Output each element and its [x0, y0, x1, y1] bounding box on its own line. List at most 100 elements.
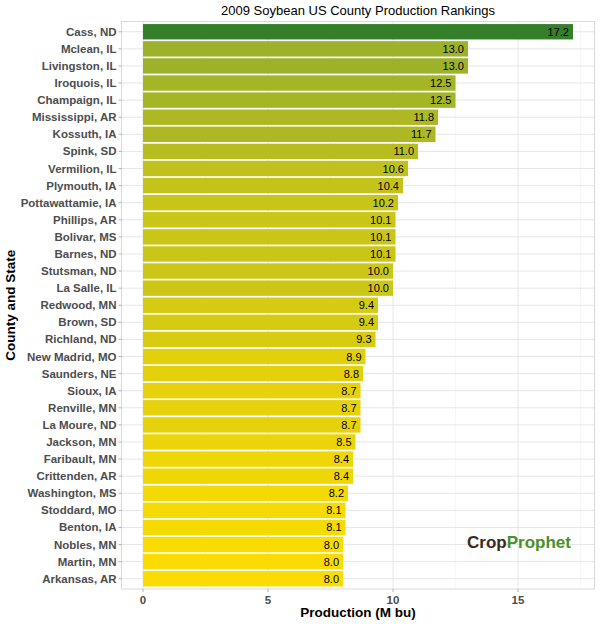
tick — [119, 322, 122, 323]
bar — [143, 58, 468, 73]
bar — [143, 571, 343, 586]
bar — [143, 24, 573, 39]
tick — [119, 305, 122, 306]
tick — [119, 339, 122, 340]
bar — [143, 503, 346, 518]
category-label: Pottawattamie, IA — [21, 197, 117, 209]
bar — [143, 315, 378, 330]
title: 2009 Soybean US County Production Rankin… — [221, 3, 495, 18]
data-label: 8.1 — [326, 504, 341, 516]
logo: CropProphet — [467, 533, 571, 552]
category-label: Vermilion, IL — [48, 163, 116, 175]
background — [0, 0, 600, 624]
data-label: 8.7 — [341, 385, 356, 397]
data-label: 12.5 — [430, 77, 451, 89]
category-label: Livingston, IL — [42, 60, 117, 72]
category-label: New Madrid, MO — [27, 351, 117, 363]
data-label: 8.1 — [326, 521, 341, 533]
bar — [143, 229, 396, 244]
bar — [143, 263, 393, 278]
data-label: 11.8 — [413, 111, 434, 123]
tick — [119, 48, 122, 49]
category-label: Plymouth, IA — [46, 180, 116, 192]
grid — [122, 22, 595, 590]
category-label: Brown, SD — [58, 316, 116, 328]
tick — [119, 83, 122, 84]
data-label: 9.4 — [359, 299, 374, 311]
bar — [143, 417, 361, 432]
y-axis: Cass, NDMclean, ILLivingston, ILIroquois… — [21, 26, 122, 585]
bar — [143, 110, 438, 125]
tick — [119, 493, 122, 494]
data-label: 13.0 — [443, 60, 464, 72]
data-label: 12.5 — [430, 94, 451, 106]
category-label: Stoddard, MO — [41, 504, 116, 516]
chart: 17.213.013.012.512.511.811.711.010.610.4… — [0, 0, 600, 624]
data-label: 17.2 — [548, 26, 569, 38]
data-label: 8.4 — [334, 470, 349, 482]
data-label: 8.0 — [324, 573, 339, 585]
data-label: 10.1 — [370, 248, 391, 260]
bar — [143, 92, 456, 107]
data-label: 9.3 — [356, 333, 371, 345]
tick — [119, 185, 122, 186]
bar — [143, 332, 376, 347]
tick — [119, 134, 122, 135]
data-label: 10.2 — [373, 197, 394, 209]
bar — [143, 400, 361, 415]
data-labels: 17.213.013.012.512.511.811.711.010.610.4… — [324, 26, 569, 585]
category-label: Benton, IA — [59, 521, 117, 533]
category-label: Faribault, MN — [44, 453, 117, 465]
category-label: Iroquois, IL — [55, 77, 117, 89]
tick — [119, 510, 122, 511]
data-label: 10.1 — [370, 214, 391, 226]
bars — [143, 24, 573, 586]
category-label: La Salle, IL — [56, 282, 116, 294]
category-label: Richland, ND — [45, 333, 117, 345]
data-label: 8.8 — [344, 368, 359, 380]
data-label: 11.7 — [411, 128, 432, 140]
bar — [143, 212, 396, 227]
tick — [119, 476, 122, 477]
tick-label: 5 — [265, 594, 272, 606]
bar — [143, 366, 363, 381]
category-label: Mississippi, AR — [32, 111, 117, 123]
data-label: 8.0 — [324, 539, 339, 551]
tick — [119, 424, 122, 425]
plot-frame — [122, 22, 595, 590]
category-label: Mclean, IL — [61, 43, 117, 55]
tick — [119, 271, 122, 272]
tick — [119, 578, 122, 579]
bar — [143, 144, 418, 159]
category-label: Crittenden, AR — [36, 470, 117, 482]
y-axis-title: County and State — [3, 249, 18, 360]
x-axis-title: Production (M bu) — [300, 605, 415, 620]
data-label: 10.0 — [368, 265, 389, 277]
data-label: 11.0 — [393, 145, 414, 157]
category-label: La Moure, ND — [42, 419, 116, 431]
bar — [143, 520, 346, 535]
tick — [119, 117, 122, 118]
data-label: 8.4 — [334, 453, 349, 465]
data-label: 8.7 — [341, 419, 356, 431]
tick — [119, 527, 122, 528]
bar — [143, 246, 396, 261]
bar — [143, 537, 343, 552]
data-label: 8.5 — [336, 436, 351, 448]
category-label: Kossuth, IA — [53, 128, 117, 140]
category-label: Arkansas, AR — [42, 573, 117, 585]
bar — [143, 349, 366, 364]
category-label: Saunders, NE — [42, 368, 117, 380]
tick — [119, 236, 122, 237]
tick — [119, 202, 122, 203]
tick — [119, 151, 122, 152]
bar — [143, 41, 468, 56]
bar — [143, 178, 403, 193]
category-label: Spink, SD — [63, 145, 117, 157]
logo-text: Crop — [467, 533, 507, 552]
tick — [119, 441, 122, 442]
data-label: 8.9 — [346, 351, 361, 363]
tick — [119, 219, 122, 220]
tick — [119, 168, 122, 169]
category-label: Martin, MN — [58, 556, 117, 568]
